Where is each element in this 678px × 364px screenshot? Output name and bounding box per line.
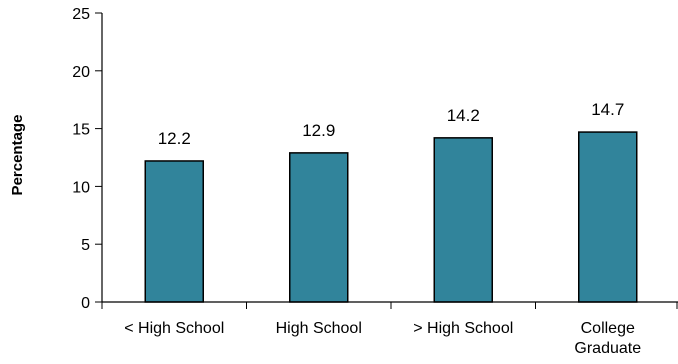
y-tick-label-5: 25 [72, 6, 90, 23]
bar-0 [144, 160, 204, 303]
y-axis-label: Percentage [9, 115, 26, 196]
y-tick-label-1: 5 [81, 237, 90, 254]
y-tick-label-4: 20 [72, 64, 90, 81]
category-label-3-line-0: College [581, 320, 635, 337]
data-label-3: 14.7 [591, 100, 624, 119]
y-axis-ticks: 0 5 10 15 20 25 [72, 6, 102, 312]
category-label-2: > High School [413, 320, 513, 337]
data-label-1: 12.9 [302, 121, 335, 140]
y-tick-label-0: 0 [81, 295, 90, 312]
bar-1 [289, 152, 349, 303]
data-label-2: 14.2 [447, 106, 480, 125]
category-label-3-line-1: Graduate [574, 340, 641, 357]
category-label-1: High School [276, 320, 362, 337]
y-tick-label-2: 10 [72, 179, 90, 196]
bar-3 [578, 131, 638, 303]
category-labels: < High School High School > High School Col… [124, 320, 641, 357]
axes [101, 13, 678, 309]
data-labels: 12.2 12.9 14.2 14.7 [158, 100, 625, 148]
data-label-0: 12.2 [158, 129, 191, 148]
y-tick-label-3: 15 [72, 122, 90, 139]
bar-2 [433, 137, 493, 303]
category-label-0: < High School [124, 320, 224, 337]
bars [144, 131, 638, 303]
